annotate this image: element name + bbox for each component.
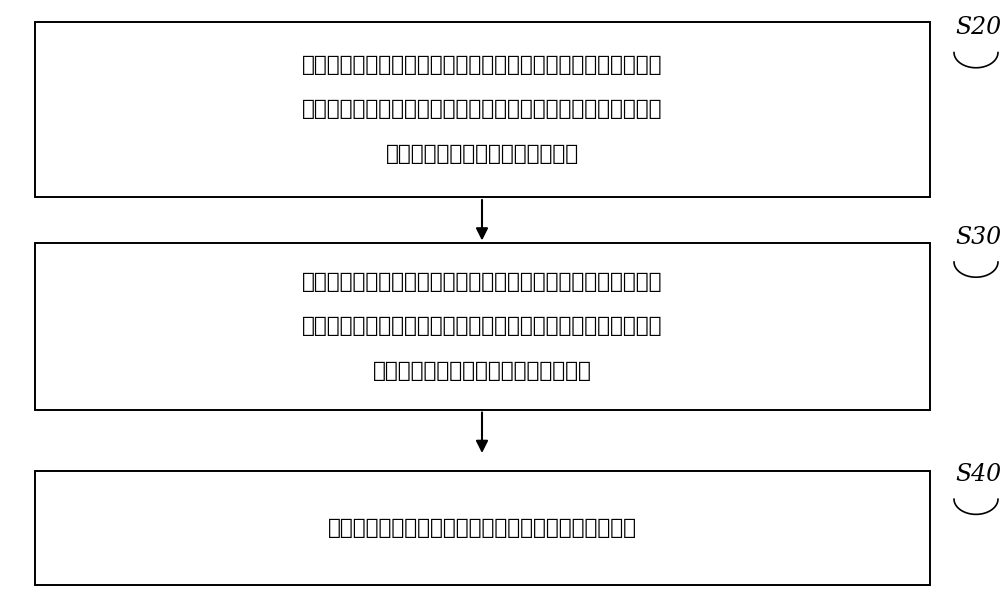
Text: S200: S200 bbox=[955, 16, 1000, 39]
Text: S300: S300 bbox=[955, 225, 1000, 249]
Text: 一半功率点和第二半功率点之间的频段: 一半功率点和第二半功率点之间的频段 bbox=[373, 361, 592, 381]
Text: 超声波换能器的第一反馈电参数集合；其中，目标扫频区间为第: 超声波换能器的第一反馈电参数集合；其中，目标扫频区间为第 bbox=[302, 317, 663, 336]
Text: 根据第一反馈电参数集合得到超声波换能器的等效参数: 根据第一反馈电参数集合得到超声波换能器的等效参数 bbox=[328, 518, 637, 538]
Text: 能器进行扫频，以获取超声波换能器的第一半功率点和第二半功: 能器进行扫频，以获取超声波换能器的第一半功率点和第二半功 bbox=[302, 99, 663, 120]
Text: 在目标扫频区间内以第二步长对超声波换能器进行扫频，以获取: 在目标扫频区间内以第二步长对超声波换能器进行扫频，以获取 bbox=[302, 272, 663, 292]
Bar bbox=[35, 243, 930, 410]
Bar bbox=[35, 471, 930, 585]
Bar bbox=[35, 22, 930, 197]
Text: 获取初始扫频区间，并在初始扫频区间内以第一步长对超声波换: 获取初始扫频区间，并在初始扫频区间内以第一步长对超声波换 bbox=[302, 55, 663, 75]
Text: 率点；其中，第一步长为逐增步长: 率点；其中，第一步长为逐增步长 bbox=[386, 144, 579, 164]
Text: S400: S400 bbox=[955, 463, 1000, 486]
